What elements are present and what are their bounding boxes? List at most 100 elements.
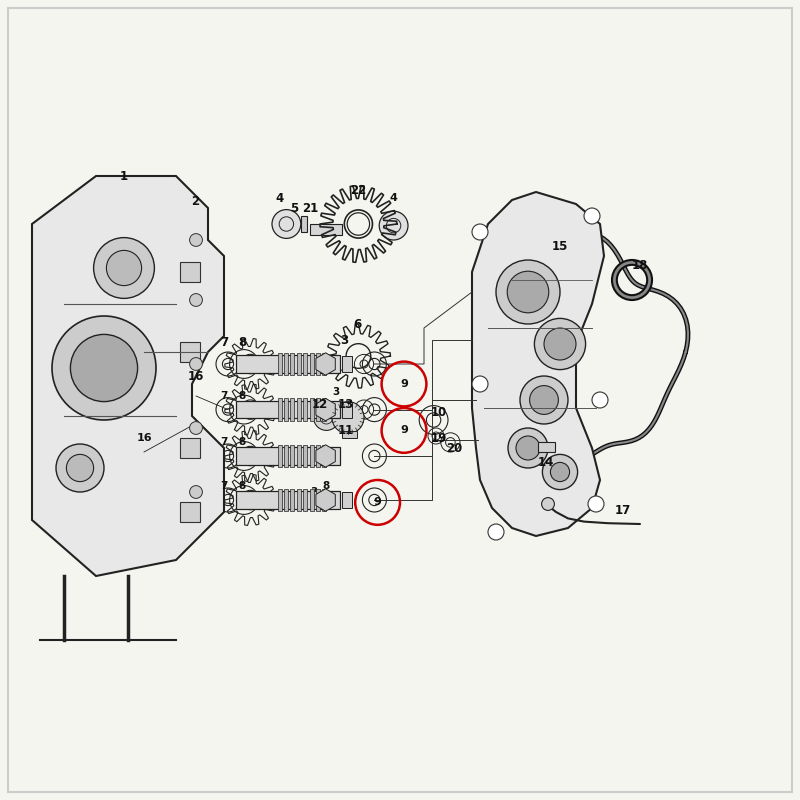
Bar [297, 398, 301, 421]
Bar [297, 489, 301, 511]
Bar [290, 398, 294, 421]
Circle shape [379, 211, 408, 240]
Bar [322, 398, 326, 421]
Bar [342, 431, 357, 438]
Bar [538, 442, 555, 452]
Circle shape [52, 316, 156, 420]
Text: 17: 17 [614, 504, 630, 517]
Bar [284, 489, 288, 511]
Bar [297, 353, 301, 375]
Circle shape [56, 444, 104, 492]
Bar [278, 353, 282, 375]
Circle shape [106, 250, 142, 286]
Text: 7: 7 [220, 391, 228, 401]
Circle shape [94, 238, 154, 298]
Circle shape [272, 210, 301, 238]
Bar [236, 401, 340, 418]
Bar [310, 398, 314, 421]
Bar [316, 398, 320, 421]
Text: 19: 19 [430, 432, 446, 445]
Bar [180, 262, 200, 282]
Bar [236, 447, 340, 465]
Text: 4: 4 [390, 194, 398, 203]
Circle shape [588, 496, 604, 512]
Bar [322, 445, 326, 467]
Text: 16: 16 [188, 370, 204, 382]
Bar [342, 492, 352, 508]
Text: 16: 16 [136, 433, 152, 442]
Text: 15: 15 [552, 240, 568, 253]
Bar [301, 216, 307, 232]
Circle shape [507, 271, 549, 313]
Text: 7: 7 [220, 336, 228, 349]
Bar [303, 398, 307, 421]
Text: 5: 5 [290, 202, 298, 214]
Circle shape [516, 436, 540, 460]
Circle shape [488, 524, 504, 540]
Polygon shape [316, 445, 335, 467]
Polygon shape [316, 489, 335, 511]
Text: 1: 1 [120, 170, 128, 182]
Bar [316, 489, 320, 511]
Text: 3: 3 [332, 387, 340, 397]
Bar [236, 355, 340, 373]
Circle shape [542, 498, 554, 510]
Text: 8: 8 [238, 438, 246, 447]
Text: 6: 6 [354, 318, 362, 330]
Circle shape [70, 334, 138, 402]
Text: 10: 10 [430, 406, 446, 419]
Bar [290, 353, 294, 375]
Bar [303, 353, 307, 375]
Circle shape [190, 486, 202, 498]
Text: 4: 4 [276, 192, 284, 205]
Circle shape [584, 208, 600, 224]
Polygon shape [472, 192, 604, 536]
Text: 12: 12 [312, 398, 328, 410]
Text: 3: 3 [340, 334, 348, 346]
Text: 9: 9 [374, 498, 382, 507]
Circle shape [66, 454, 94, 482]
Bar [310, 489, 314, 511]
Text: 20: 20 [446, 442, 462, 454]
Text: 2: 2 [191, 195, 199, 208]
Bar [284, 445, 288, 467]
Bar [297, 445, 301, 467]
Bar [316, 445, 320, 467]
Bar [180, 438, 200, 458]
Bar [180, 502, 200, 522]
Bar [310, 224, 342, 235]
Text: 9: 9 [400, 379, 408, 389]
Bar [278, 489, 282, 511]
Circle shape [544, 328, 576, 360]
Circle shape [530, 386, 558, 414]
Bar [310, 353, 314, 375]
Bar [236, 491, 340, 509]
Bar [284, 353, 288, 375]
Bar [342, 402, 352, 418]
Circle shape [190, 358, 202, 370]
Bar [316, 353, 320, 375]
Bar [278, 398, 282, 421]
Bar [284, 398, 288, 421]
Text: 11: 11 [338, 424, 354, 437]
Text: 14: 14 [538, 456, 554, 469]
Circle shape [314, 405, 339, 430]
Bar [278, 445, 282, 467]
Polygon shape [32, 176, 224, 576]
Polygon shape [316, 398, 335, 421]
Circle shape [332, 402, 364, 434]
Circle shape [190, 234, 202, 246]
Text: 9: 9 [400, 426, 408, 435]
Text: 8: 8 [238, 482, 246, 491]
Bar [322, 489, 326, 511]
Circle shape [592, 392, 608, 408]
Text: 21: 21 [302, 202, 318, 214]
Circle shape [534, 318, 586, 370]
Text: 7: 7 [220, 482, 228, 491]
Circle shape [520, 376, 568, 424]
Text: 7: 7 [220, 438, 228, 447]
Bar [303, 489, 307, 511]
Circle shape [190, 294, 202, 306]
Bar [303, 445, 307, 467]
Bar [322, 353, 326, 375]
